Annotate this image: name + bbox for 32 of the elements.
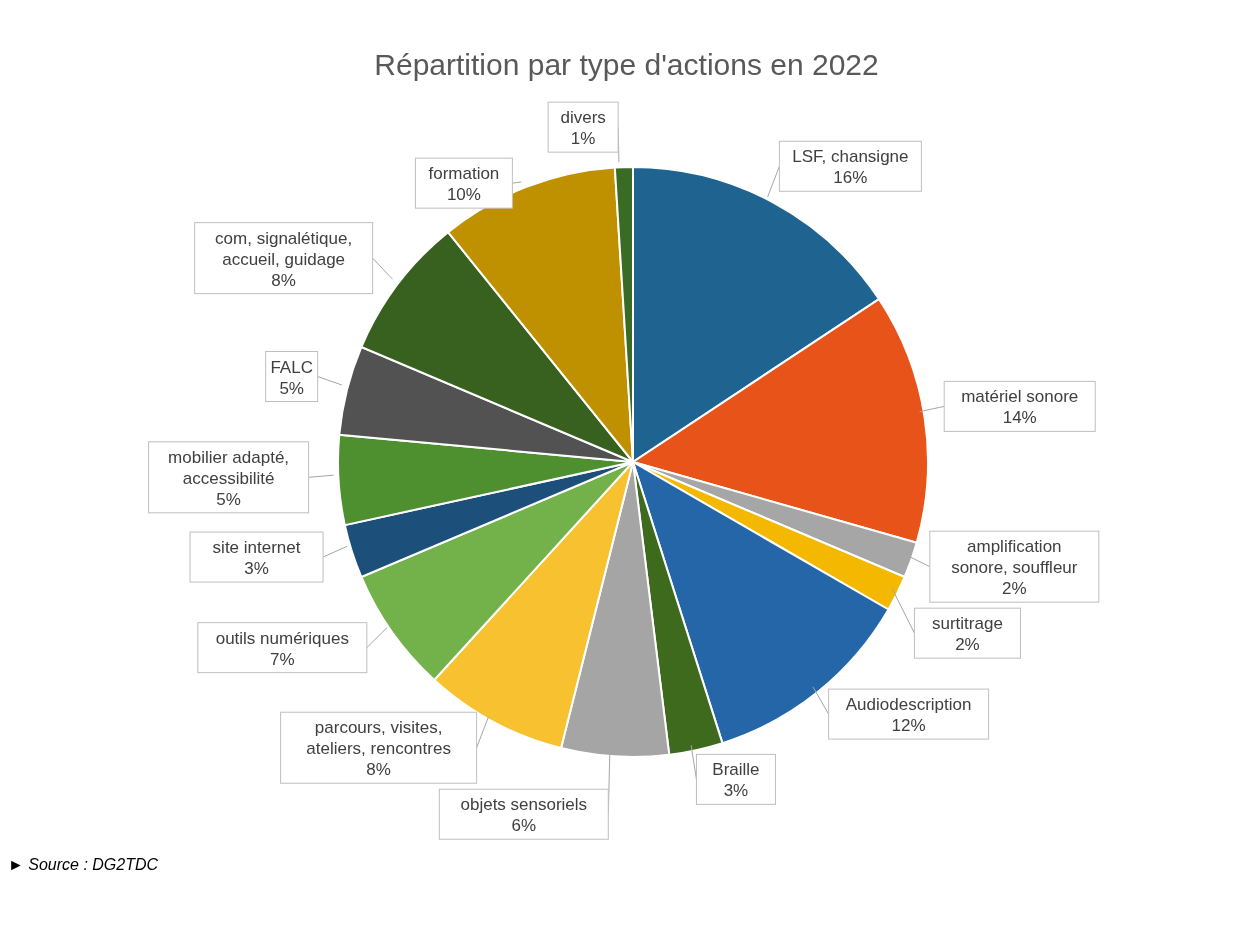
text: ► Source : DG2TDC xyxy=(8,856,160,874)
slice-label: surtitrage xyxy=(932,614,1003,634)
slice-label: Audiodescription xyxy=(845,695,972,715)
slice-label: objets sensoriels xyxy=(460,795,588,815)
data-label: 12% xyxy=(891,716,926,736)
slice-label: amplification sonore, souffleur xyxy=(951,537,1078,578)
data-label: 3% xyxy=(244,559,269,579)
data-label: 5% xyxy=(279,378,304,398)
slice-label: mobilier adapté, accessibilité xyxy=(168,447,290,488)
data-label: 2% xyxy=(955,635,980,655)
data-label: 1% xyxy=(570,129,596,149)
slice-label: parcours, visites, ateliers, rencontres xyxy=(306,718,451,759)
slice-label: site internet xyxy=(212,538,301,558)
data-label: 8% xyxy=(366,760,391,780)
data-label: 3% xyxy=(723,781,749,801)
chart-title: Répartition par type d'actions en 2022 xyxy=(373,47,880,82)
slice-label: outils numériques xyxy=(215,628,349,648)
data-label: 6% xyxy=(511,816,537,836)
data-label: 5% xyxy=(216,489,241,509)
data-label: 2% xyxy=(1002,579,1027,599)
slice-label: Braille xyxy=(712,760,760,780)
slice-label: FALC xyxy=(270,357,313,377)
slice-label: formation xyxy=(428,164,500,184)
slice-label: divers xyxy=(560,108,606,128)
data-label: 14% xyxy=(1002,408,1037,428)
slice-label: LSF, chansigne xyxy=(792,147,909,167)
data-label: 10% xyxy=(446,185,481,205)
data-label: 7% xyxy=(270,649,295,669)
slice-label: matériel sonore xyxy=(961,387,1079,407)
data-label: 16% xyxy=(833,168,868,188)
data-label: 8% xyxy=(271,270,296,290)
slice-label: com, signalétique, accueil, guidage xyxy=(215,228,353,269)
